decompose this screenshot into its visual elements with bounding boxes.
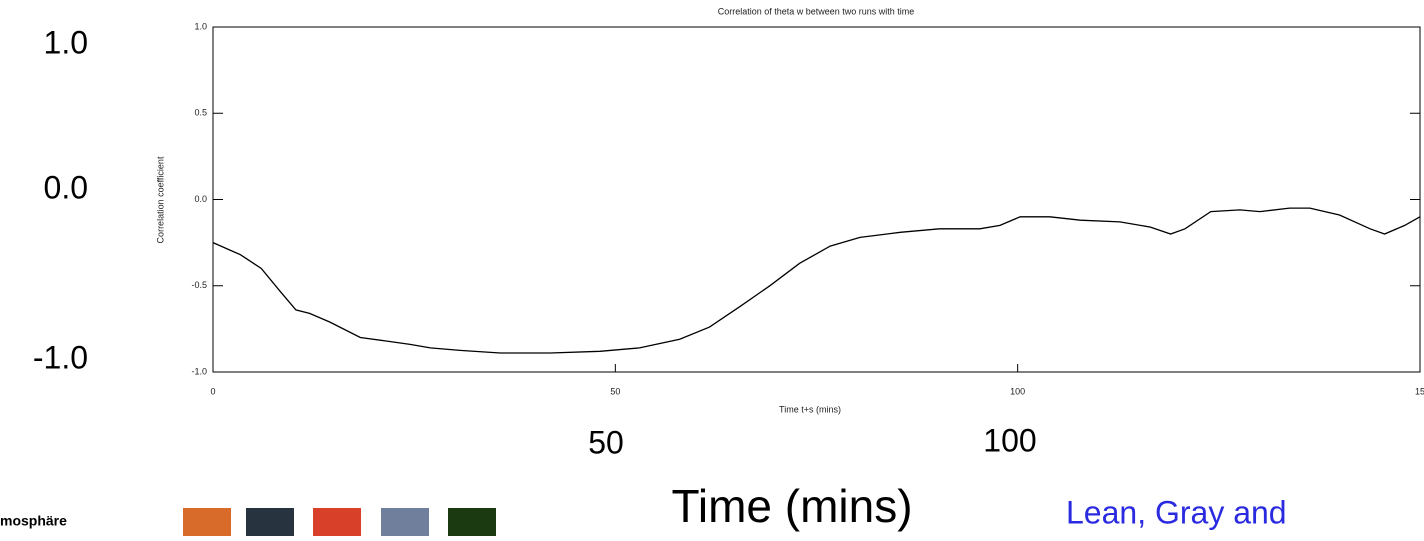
thumbnail (246, 508, 294, 536)
thumbnail (313, 508, 361, 536)
slide-y-label: -1.0 (33, 339, 88, 375)
y-axis-label: Correlation coefficient (155, 156, 165, 243)
thumbnail (183, 508, 231, 536)
plot-frame (212, 26, 1421, 373)
x-tick-label: 0 (210, 386, 215, 396)
slide-x-label: 50 (588, 424, 624, 460)
y-tick-label: -1.0 (191, 366, 207, 376)
slide-x-label: 100 (983, 422, 1036, 458)
thumbnail (381, 508, 429, 536)
thumbnails (183, 508, 496, 536)
slide-x-title: Time (mins) (671, 480, 912, 532)
chart-title: Correlation of theta w between two runs … (718, 6, 915, 16)
y-tick-label: 1.0 (194, 21, 207, 31)
authors: Lean, Gray and (1066, 494, 1287, 530)
x-tick-label: 15 (1415, 386, 1424, 396)
x-axis-label: Time t+s (mins) (779, 404, 841, 414)
footer: mosphäre (0, 513, 67, 529)
thumbnail (448, 508, 496, 536)
slide-y-label: 0.0 (44, 169, 88, 205)
y-tick-label: 0.0 (194, 194, 207, 204)
x-tick-label: 50 (610, 386, 620, 396)
x-tick-label: 100 (1010, 386, 1025, 396)
y-tick-label: 0.5 (194, 108, 207, 118)
y-tick-label: -0.5 (191, 280, 207, 290)
slide-y-label: 1.0 (44, 24, 88, 60)
data-line (212, 207, 1421, 354)
